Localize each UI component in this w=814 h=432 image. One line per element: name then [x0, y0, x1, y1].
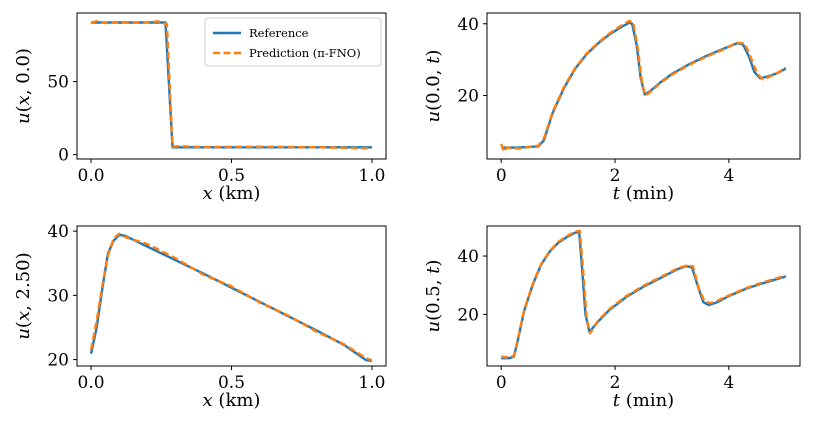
prediction-line: [501, 229, 787, 359]
prediction-line: [89, 232, 373, 362]
y-tick-label: 50: [47, 73, 69, 93]
y-axis-label: u(x, 2.50): [13, 252, 34, 339]
legend-entry-label: Reference: [249, 26, 309, 40]
x-tick-label: 2: [610, 373, 621, 393]
x-tick-label: 0: [496, 373, 507, 393]
x-axis-label: x (km): [203, 183, 261, 204]
legend-entry-label: Prediction (π-FNO): [249, 46, 361, 60]
reference-line: [89, 233, 373, 363]
x-tick-label: 0.5: [218, 373, 245, 393]
reference-line: [501, 230, 787, 360]
y-axis-label: u(0.0, t): [423, 50, 444, 123]
y-tick-label: 40: [47, 222, 69, 242]
x-tick-label: 0.0: [78, 166, 105, 186]
x-tick-label: 4: [723, 373, 734, 393]
x-tick-label: 0: [496, 166, 507, 186]
panel-2: 0 2 4 20 40 t (min) u(0.0, t): [423, 12, 801, 204]
panel-3: 0.0 0.5 1.0 20 30 40 x (km) u(x, 2.50): [13, 222, 387, 411]
reference-line: [501, 21, 787, 149]
axes-frame: [486, 225, 801, 367]
x-tick-label: 1.0: [358, 166, 385, 186]
y-tick-label: 40: [457, 15, 479, 35]
x-tick-label: 0.0: [78, 373, 105, 393]
y-tick-label: 20: [47, 351, 69, 371]
prediction-line: [90, 19, 373, 150]
y-tick-label: 20: [457, 305, 479, 325]
panel-1: 0.0 0.5 1.0 0 50 x (km) u(x, 0.0) Reference Pred…: [13, 12, 387, 204]
legend-box: [204, 17, 382, 67]
x-axis-label: t (min): [613, 390, 674, 411]
x-axis-label: x (km): [203, 390, 261, 411]
legend: Reference Prediction (π-FNO): [204, 17, 382, 67]
y-axis-label: u(0.5, t): [423, 260, 444, 333]
x-axis-label: t (min): [613, 183, 674, 204]
y-tick-label: 30: [47, 286, 69, 306]
y-axis-label: u(x, 0.0): [13, 48, 34, 124]
panel-4: 0 2 4 20 40 t (min) u(0.5, t): [423, 225, 801, 411]
axes-frame: [486, 12, 801, 160]
x-tick-label: 2: [610, 166, 621, 186]
x-tick-label: 1.0: [358, 373, 385, 393]
x-tick-label: 4: [723, 166, 734, 186]
y-tick-label: 20: [457, 87, 479, 107]
y-tick-label: 40: [457, 247, 479, 267]
y-tick-label: 0: [58, 146, 69, 166]
axes-frame: [76, 225, 387, 367]
prediction-line: [500, 19, 787, 154]
x-tick-label: 0.5: [218, 166, 245, 186]
